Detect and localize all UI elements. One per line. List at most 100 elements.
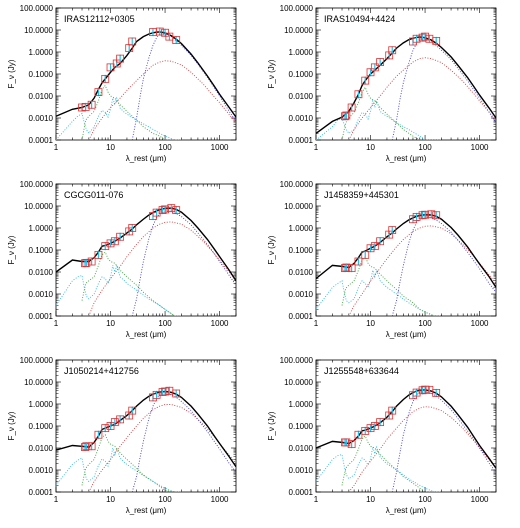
y-tick-label: 10.0000 bbox=[284, 26, 313, 35]
y-tick-label: 0.0001 bbox=[29, 136, 54, 145]
y-tick-label: 0.1000 bbox=[29, 70, 54, 79]
series-total bbox=[56, 390, 236, 468]
y-tick-label: 0.0100 bbox=[289, 444, 314, 453]
data-point-marker bbox=[116, 232, 125, 241]
data-point-marker bbox=[427, 210, 436, 219]
x-axis-label: λ_rest (μm) bbox=[126, 154, 167, 163]
y-axis-label: F_ν (Jy) bbox=[267, 235, 276, 264]
x-tick-label: 10 bbox=[106, 319, 115, 328]
plot-area bbox=[316, 32, 496, 140]
data-point-marker bbox=[101, 74, 110, 83]
y-tick-label: 100.0000 bbox=[280, 4, 314, 13]
x-tick-label: 1 bbox=[314, 143, 319, 152]
data-point-marker bbox=[361, 426, 370, 435]
panel-title: J1050214+412756 bbox=[64, 366, 139, 376]
x-tick-label: 100 bbox=[158, 495, 172, 504]
y-tick-label: 1.0000 bbox=[289, 400, 314, 409]
x-tick-label: 10 bbox=[106, 495, 115, 504]
x-tick-label: 100 bbox=[418, 495, 432, 504]
y-tick-label: 10.0000 bbox=[24, 378, 53, 387]
panel-j1050214: 1 10 100 1000 0.0001 0.0010 0.0100 0.1000 1.0000… bbox=[7, 356, 237, 515]
data-point-marker bbox=[347, 440, 356, 449]
data-point-marker bbox=[101, 242, 110, 251]
y-tick-label: 0.1000 bbox=[289, 422, 314, 431]
data-point-marker bbox=[94, 88, 103, 97]
data-point-marker bbox=[376, 58, 385, 66]
data-point-marker bbox=[82, 442, 91, 451]
panel-iras12112: 1 10 100 1000 0.0001 0.0010 0.0100 0.1000 1.0000… bbox=[7, 4, 237, 163]
y-tick-label: 0.0010 bbox=[289, 114, 314, 123]
series-cold-dust bbox=[88, 221, 236, 316]
series-pah bbox=[81, 434, 182, 492]
x-tick-label: 1000 bbox=[211, 143, 229, 152]
y-tick-label: 0.0001 bbox=[289, 488, 314, 497]
plot-area bbox=[56, 386, 236, 492]
y-axis-label: F_ν (Jy) bbox=[267, 59, 276, 88]
x-tick-label: 10 bbox=[106, 143, 115, 152]
data-point-marker bbox=[385, 51, 394, 60]
data-point-marker bbox=[158, 206, 167, 215]
plot-frame bbox=[315, 359, 497, 493]
x-tick-label: 1000 bbox=[471, 143, 489, 152]
y-tick-label: 0.0100 bbox=[29, 268, 54, 277]
data-point-marker bbox=[412, 388, 421, 397]
panel-title: J1255548+633644 bbox=[324, 366, 399, 376]
y-tick-label: 0.0001 bbox=[29, 488, 54, 497]
series-warm-dust bbox=[131, 210, 236, 316]
y-tick-label: 0.1000 bbox=[289, 70, 314, 79]
y-tick-label: 0.0010 bbox=[289, 466, 314, 475]
data-point-marker bbox=[432, 211, 441, 220]
x-tick-label: 1 bbox=[54, 143, 59, 152]
x-tick-label: 1 bbox=[314, 495, 319, 504]
y-tick-label: 0.0001 bbox=[289, 136, 314, 145]
x-tick-label: 10 bbox=[366, 143, 375, 152]
y-tick-label: 0.1000 bbox=[29, 422, 54, 431]
data-point-marker bbox=[432, 388, 441, 397]
x-tick-label: 100 bbox=[158, 143, 172, 152]
series-hot-dust bbox=[316, 445, 442, 492]
y-tick-label: 1.0000 bbox=[29, 400, 54, 409]
panel-j1255548: 1 10 100 1000 0.0001 0.0010 0.0100 0.1000 1.0000… bbox=[267, 356, 497, 515]
panel-title: J1458359+445301 bbox=[324, 190, 399, 200]
y-tick-label: 100.0000 bbox=[20, 4, 54, 13]
data-point-marker bbox=[125, 411, 134, 420]
data-point-marker bbox=[385, 230, 394, 239]
data-point-marker bbox=[82, 258, 91, 267]
x-tick-label: 100 bbox=[418, 143, 432, 152]
y-tick-label: 0.0001 bbox=[289, 312, 314, 321]
y-tick-label: 0.1000 bbox=[29, 246, 54, 255]
data-point-marker bbox=[432, 36, 441, 45]
data-point-marker bbox=[152, 208, 161, 217]
y-tick-label: 0.0100 bbox=[29, 92, 54, 101]
data-point-marker bbox=[128, 37, 137, 46]
panel-cgcg011: 1 10 100 1000 0.0001 0.0010 0.0100 0.1000 1.0000… bbox=[7, 180, 237, 339]
plot-area bbox=[56, 204, 236, 316]
y-tick-label: 1.0000 bbox=[29, 224, 54, 233]
data-point-marker bbox=[342, 111, 351, 120]
panel-j1458359: 1 10 100 1000 0.0001 0.0010 0.0100 0.1000 1.0000… bbox=[267, 180, 497, 339]
series-warm-dust bbox=[391, 38, 496, 140]
data-point-marker bbox=[94, 250, 103, 259]
y-tick-label: 0.0010 bbox=[289, 290, 314, 299]
y-axis-label: F_ν (Jy) bbox=[7, 59, 16, 88]
data-point-marker bbox=[370, 63, 379, 72]
series-pah bbox=[341, 86, 442, 140]
x-tick-label: 1 bbox=[314, 319, 319, 328]
series-hot-dust bbox=[316, 268, 442, 316]
data-point-marker bbox=[366, 244, 375, 253]
y-tick-label: 10.0000 bbox=[24, 202, 53, 211]
y-tick-label: 100.0000 bbox=[280, 180, 314, 189]
data-point-marker bbox=[161, 205, 169, 214]
data-point-marker bbox=[370, 242, 379, 251]
y-tick-label: 0.0010 bbox=[29, 466, 54, 475]
x-axis-label: λ_rest (μm) bbox=[386, 330, 427, 339]
plot-frame bbox=[55, 183, 237, 317]
y-tick-label: 0.0010 bbox=[29, 114, 54, 123]
data-point-marker bbox=[101, 424, 110, 433]
series-hot-dust bbox=[316, 99, 442, 140]
data-point-marker bbox=[354, 257, 363, 266]
data-point-marker bbox=[385, 411, 394, 420]
y-axis-label: F_ν (Jy) bbox=[7, 235, 16, 264]
panel-title: IRAS12112+0305 bbox=[64, 14, 135, 24]
x-tick-label: 100 bbox=[158, 319, 172, 328]
